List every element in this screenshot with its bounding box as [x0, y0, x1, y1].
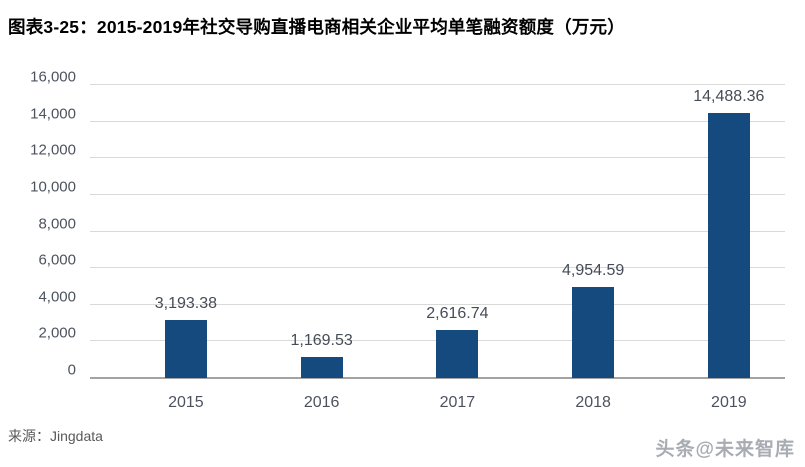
gridline — [90, 267, 785, 269]
y-tick-label: 8,000 — [38, 215, 76, 232]
bar-2017 — [436, 330, 479, 378]
y-tick-label: 4,000 — [38, 288, 76, 306]
bar-chart-plot-area: 0 2,000 4,000 6,000 8,000 10,000 12,000 14,000 1… — [30, 69, 785, 411]
x-tick-label: 2019 — [711, 394, 747, 411]
bar-value-label: 3,193.38 — [154, 295, 218, 312]
gridline — [90, 157, 785, 159]
x-tick-label: 2017 — [439, 394, 476, 411]
bar-2016 — [300, 357, 343, 378]
bar-2015 — [164, 320, 207, 378]
gridline — [90, 84, 785, 85]
gridline — [90, 120, 785, 122]
bar-2019 — [707, 113, 750, 378]
bar-value-label: 2,616.74 — [426, 305, 489, 322]
y-tick-label: 14,000 — [30, 105, 76, 123]
x-axis-line — [90, 377, 785, 379]
y-tick-label: 12,000 — [30, 141, 76, 159]
y-tick-label: 16,000 — [30, 68, 76, 86]
bar-value-label: 1,169.53 — [290, 332, 353, 349]
y-tick-label: 6,000 — [38, 251, 76, 269]
bar-value-label: 14,488.36 — [693, 88, 765, 105]
gridline — [90, 193, 785, 195]
gridline — [90, 303, 785, 305]
x-tick-label: 2015 — [168, 394, 204, 411]
x-tick-label: 2018 — [575, 394, 611, 411]
y-tick-label: 2,000 — [38, 324, 76, 342]
chart-title: 图表3-25：2015-2019年社交导购直播电商相关企业平均单笔融资额度（万元… — [8, 17, 625, 37]
bar-value-label: 4,954.59 — [561, 262, 625, 279]
source-note: 来源：Jingdata — [8, 428, 103, 444]
y-tick-label: 0 — [67, 361, 76, 379]
y-tick-label: 10,000 — [30, 178, 76, 196]
gridline — [90, 230, 785, 232]
watermark: 头条@未来智库 — [655, 439, 795, 460]
x-tick-label: 2016 — [303, 394, 340, 411]
bar-2018 — [572, 287, 615, 378]
